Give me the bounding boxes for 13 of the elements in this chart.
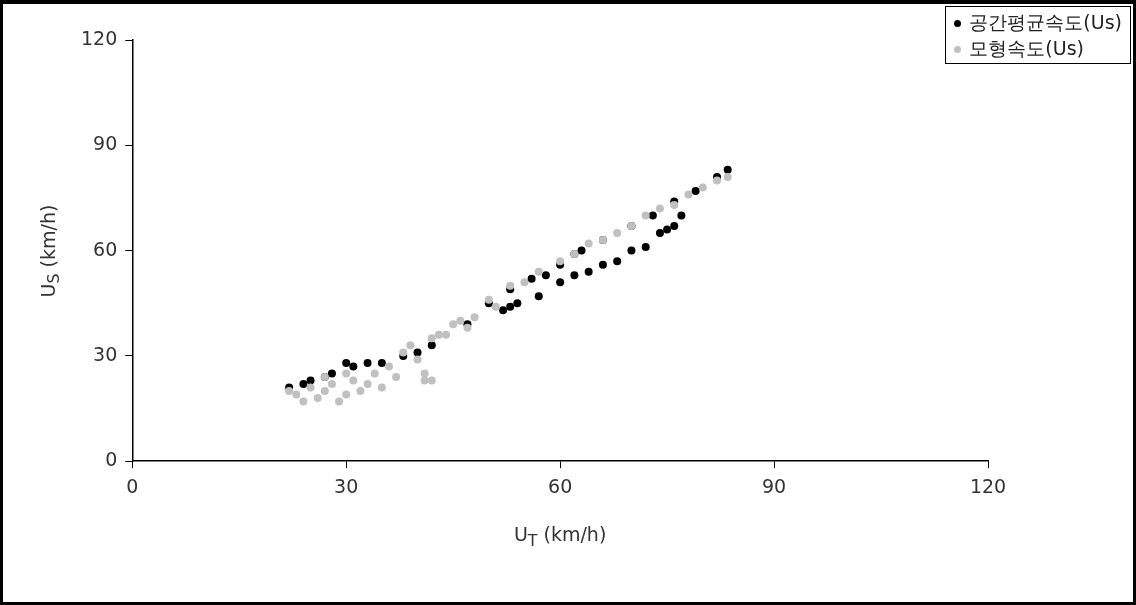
x-axis-title: U$_{T}$ (km/h) [513,523,607,550]
legend-label: 공간평균속도(Us) [969,11,1122,33]
x-tick-label: 30 [334,474,359,497]
y-tick-label: 60 [93,237,118,260]
x-tick-label: 60 [548,474,573,497]
x-tick-label: 0 [126,474,139,497]
x-tick-label: 90 [761,474,787,497]
x-tick-label: 120 [969,474,1007,497]
y-tick-label: 90 [93,132,118,155]
y-tick-label: 0 [105,448,118,471]
legend-label: 모형속도(Us) [969,37,1084,59]
y-tick-label: 30 [93,342,118,365]
y-tick-label: 120 [81,26,118,49]
